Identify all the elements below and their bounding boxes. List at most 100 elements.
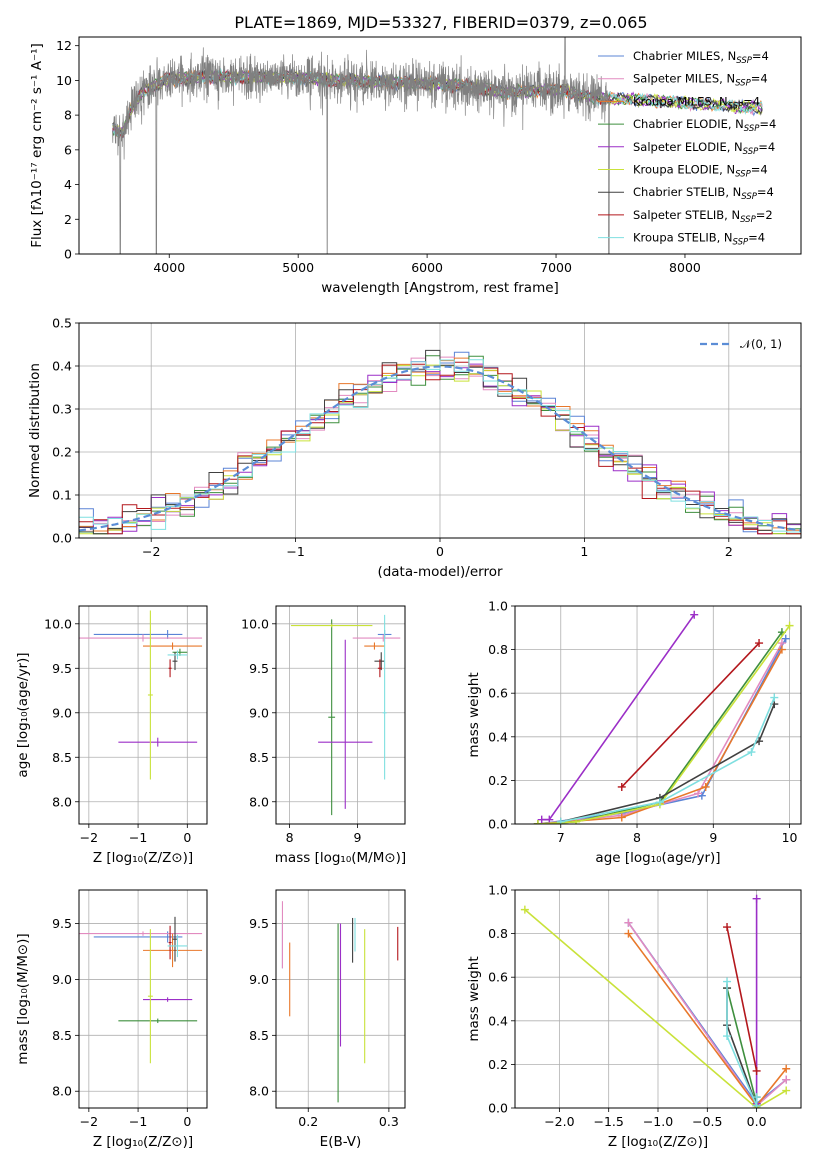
mass-weight-marker bbox=[777, 645, 786, 654]
axes-frame bbox=[78, 889, 208, 1109]
y-tick-label: 9.5 bbox=[249, 916, 269, 931]
y-tick-label: 10 bbox=[56, 73, 72, 88]
mass-weight-marker bbox=[520, 905, 529, 914]
mass-weight-marker bbox=[785, 621, 794, 630]
residual-histogram-step bbox=[79, 359, 801, 533]
y-tick-label: 0.8 bbox=[488, 642, 508, 657]
y-tick-label: 0.6 bbox=[488, 686, 508, 701]
axes-frame bbox=[514, 605, 802, 825]
mass-weight-marker bbox=[556, 817, 565, 824]
mass-weight-line bbox=[560, 703, 776, 823]
mass-weight-marker bbox=[752, 1101, 761, 1108]
residual-histogram-step bbox=[79, 361, 801, 535]
legend-label: Chabrier STELIB, NSSP=4 bbox=[633, 185, 774, 202]
y-axis-label: Flux [fλ10⁻¹⁷ erg cm⁻² s⁻¹ A⁻¹] bbox=[29, 43, 45, 248]
mass-weight-marker bbox=[747, 748, 756, 757]
mass-weight-marker bbox=[752, 1066, 761, 1075]
y-tick-label: 9.5 bbox=[52, 661, 72, 676]
y-tick-label: 0.4 bbox=[488, 729, 508, 744]
legend-label: Salpeter STELIB, NSSP=2 bbox=[633, 208, 773, 225]
axes-mass-vs-ebv: 0.2 0.3 8.0 8.5 9.0 9.5 E(B-V) bbox=[249, 889, 406, 1150]
y-tick-label: 0.1 bbox=[52, 488, 72, 503]
x-tick-label: −2 bbox=[142, 544, 160, 559]
mass-weight-line bbox=[537, 625, 791, 824]
axes-frame bbox=[514, 889, 802, 1109]
axes-frame bbox=[275, 605, 406, 825]
y-tick-label: 4 bbox=[64, 177, 72, 192]
legend-label: Chabrier ELODIE, NSSP=4 bbox=[633, 117, 776, 134]
y-tick-label: 9.5 bbox=[249, 661, 269, 676]
spectrum-title: PLATE=1869, MJD=53327, FIBERID=0379, z=0… bbox=[234, 13, 647, 32]
x-tick-label: 0.2 bbox=[298, 1114, 318, 1129]
mass-weight-marker bbox=[723, 977, 732, 986]
x-tick-label: 0.3 bbox=[379, 1114, 399, 1129]
y-tick-label: 9.0 bbox=[249, 972, 269, 987]
mass-weight-marker bbox=[752, 894, 761, 903]
x-tick-label: 7000 bbox=[540, 260, 572, 275]
mass-weight-line bbox=[726, 987, 758, 1104]
y-tick-label: 8.0 bbox=[249, 1084, 269, 1099]
mass-weight-marker bbox=[723, 923, 732, 932]
y-tick-label: 0.2 bbox=[488, 1057, 508, 1072]
mass-weight-marker bbox=[537, 815, 546, 824]
mass-weight-line bbox=[560, 697, 776, 823]
y-tick-label: 9.0 bbox=[249, 705, 269, 720]
axes-weight-vs-Z: −2.0 −1.5 −1.0 −0.5 0.0 0.0 0.2 0.4 0.6 0.8 1.0 Z [… bbox=[466, 883, 802, 1150]
plot-area-mass-vs-Z bbox=[79, 916, 203, 1064]
y-tick-label: 10.0 bbox=[241, 616, 269, 631]
x-axis-label: age [log₁₀(age/yr)] bbox=[595, 850, 720, 866]
normal-curve bbox=[79, 365, 801, 532]
y-tick-label: 8.5 bbox=[52, 1028, 72, 1043]
plot-area-spectrum bbox=[112, 37, 763, 254]
x-axis-label: Z [log₁₀(Z/Z⊙)] bbox=[608, 1134, 708, 1150]
plot-area-age-vs-mass bbox=[290, 614, 401, 816]
residual-histogram-step bbox=[79, 349, 801, 535]
legend-label: 𝒩(0, 1) bbox=[740, 337, 782, 351]
mass-weight-marker bbox=[782, 1086, 791, 1095]
x-axis-label: Z [log₁₀(Z/Z⊙)] bbox=[93, 1134, 193, 1150]
mass-weight-marker bbox=[782, 1075, 791, 1084]
x-axis-label: mass [log₁₀(M/M⊙)] bbox=[275, 850, 406, 866]
y-tick-label: 0.6 bbox=[488, 970, 508, 985]
mass-weight-marker bbox=[723, 1032, 732, 1041]
y-tick-label: 0.0 bbox=[488, 1101, 508, 1116]
mass-weight-marker bbox=[624, 929, 633, 938]
x-tick-label: 9 bbox=[709, 830, 717, 845]
mass-weight-line bbox=[726, 981, 758, 1107]
mass-weight-marker bbox=[694, 789, 703, 798]
y-tick-label: 0.3 bbox=[52, 402, 72, 417]
mass-weight-marker bbox=[752, 1093, 761, 1102]
x-axis-label: Z [log₁₀(Z/Z⊙)] bbox=[93, 850, 193, 866]
y-tick-label: 0.8 bbox=[488, 926, 508, 941]
spectrum-legend: Chabrier MILES, NSSP=4 Salpeter MILES, NS… bbox=[598, 49, 776, 248]
legend-label: Kroupa ELODIE, NSSP=4 bbox=[633, 163, 768, 180]
plot-area-weight-vs-Z bbox=[520, 894, 791, 1108]
axes-frame bbox=[78, 36, 802, 255]
y-tick-label: 0.4 bbox=[52, 359, 72, 374]
y-tick-label: 8.5 bbox=[249, 1028, 269, 1043]
y-tick-label: 9.5 bbox=[52, 916, 72, 931]
y-tick-label: 0.5 bbox=[52, 316, 72, 331]
y-axis-label: age [log₁₀(age/yr)] bbox=[15, 652, 31, 777]
x-tick-label: 6000 bbox=[411, 260, 443, 275]
y-tick-label: 0.0 bbox=[488, 817, 508, 832]
x-tick-label: 0 bbox=[183, 830, 191, 845]
x-axis-label: (data-model)/error bbox=[377, 564, 503, 580]
mass-weight-marker bbox=[770, 693, 779, 702]
y-axis-label: mass [log₁₀(M/M⊙)] bbox=[15, 933, 31, 1064]
x-tick-label: −1.0 bbox=[643, 1114, 673, 1129]
legend-label: Salpeter MILES, NSSP=4 bbox=[633, 72, 768, 89]
y-tick-label: 10.0 bbox=[44, 616, 72, 631]
mass-weight-marker bbox=[617, 813, 626, 822]
plot-area-age-vs-Z bbox=[79, 610, 203, 780]
legend-label: Kroupa STELIB, NSSP=4 bbox=[633, 231, 765, 248]
y-tick-label: 8.0 bbox=[52, 1084, 72, 1099]
x-tick-label: 7 bbox=[557, 830, 565, 845]
mass-weight-marker bbox=[690, 610, 699, 619]
y-tick-label: 6 bbox=[64, 142, 72, 157]
y-tick-label: 8.0 bbox=[249, 794, 269, 809]
y-axis-label: mass weight bbox=[466, 956, 482, 1041]
y-tick-label: 1.0 bbox=[488, 599, 508, 614]
axes-age-vs-mass: 8 9 8.0 8.5 9.0 9.5 10.0 mass [log₁₀(M/M⊙)] bbox=[241, 605, 406, 866]
observed-spectrum-line bbox=[112, 37, 611, 254]
